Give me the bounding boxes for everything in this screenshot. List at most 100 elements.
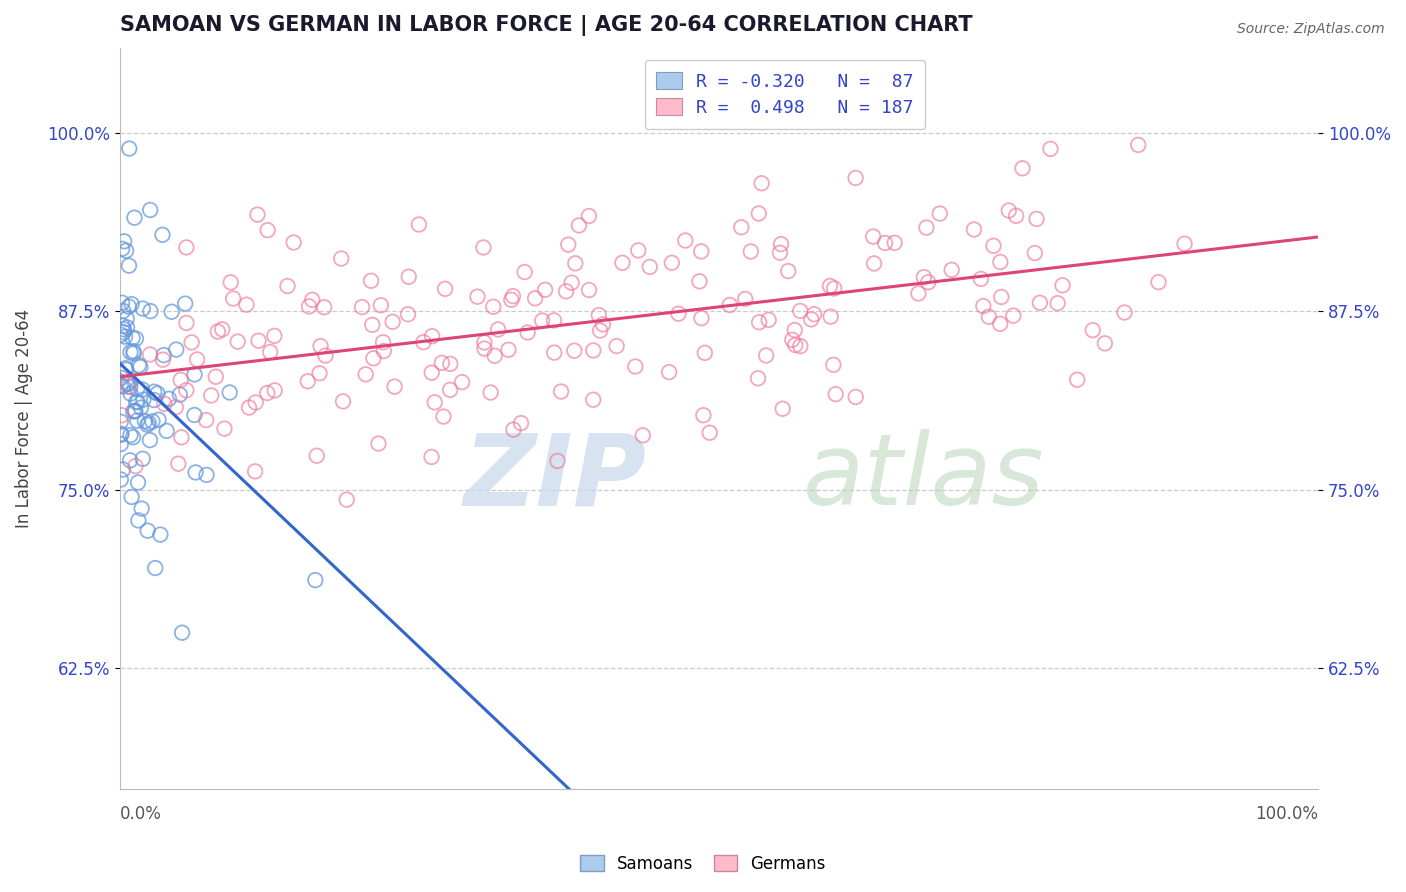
Point: [245, 395, 267, 409]
Point: [226, 334, 249, 349]
Point: [222, 292, 245, 306]
Point: [110, 378, 132, 392]
Point: [125, 395, 148, 409]
Point: [111, 242, 134, 256]
Point: [170, 373, 193, 387]
Point: [434, 282, 457, 296]
Point: [169, 387, 191, 401]
Point: [988, 255, 1011, 269]
Point: [129, 359, 152, 374]
Point: [373, 343, 395, 358]
Point: [114, 361, 136, 376]
Point: [983, 239, 1005, 253]
Point: [783, 323, 806, 337]
Legend: R = -0.320   N =  87, R =  0.498   N = 187: R = -0.320 N = 87, R = 0.498 N = 187: [644, 61, 925, 128]
Point: [690, 311, 713, 326]
Point: [823, 358, 845, 372]
Point: [152, 352, 174, 367]
Point: [1046, 296, 1069, 310]
Point: [138, 416, 160, 430]
Point: [336, 492, 359, 507]
Point: [1002, 309, 1025, 323]
Point: [149, 527, 172, 541]
Point: [510, 416, 533, 430]
Point: [152, 227, 174, 242]
Point: [195, 413, 218, 427]
Point: [472, 240, 495, 254]
Point: [747, 371, 769, 385]
Point: [1024, 246, 1046, 260]
Point: [112, 235, 135, 249]
Point: [259, 345, 281, 359]
Point: [730, 220, 752, 235]
Point: [638, 260, 661, 274]
Point: [141, 414, 163, 428]
Point: [111, 379, 134, 393]
Point: [502, 423, 524, 437]
Point: [121, 297, 143, 311]
Point: [305, 449, 328, 463]
Point: [423, 395, 446, 409]
Point: [124, 459, 146, 474]
Point: [127, 475, 149, 490]
Point: [122, 346, 145, 360]
Point: [699, 425, 721, 440]
Point: [120, 345, 142, 359]
Point: [172, 625, 194, 640]
Point: [543, 313, 565, 327]
Text: SAMOAN VS GERMAN IN LABOR FORCE | AGE 20-64 CORRELATION CHART: SAMOAN VS GERMAN IN LABOR FORCE | AGE 20…: [120, 15, 972, 36]
Point: [412, 335, 434, 350]
Point: [484, 349, 506, 363]
Point: [990, 290, 1012, 304]
Point: [204, 369, 226, 384]
Point: [115, 320, 138, 334]
Text: atlas: atlas: [803, 429, 1045, 526]
Point: [398, 269, 420, 284]
Point: [132, 301, 155, 316]
Point: [115, 376, 138, 391]
Point: [396, 307, 419, 321]
Point: [917, 275, 939, 289]
Point: [907, 286, 929, 301]
Point: [120, 386, 142, 401]
Point: [370, 298, 392, 312]
Point: [125, 332, 148, 346]
Point: [110, 426, 132, 441]
Point: [352, 300, 374, 314]
Point: [165, 400, 187, 414]
Point: [688, 274, 710, 288]
Point: [631, 428, 654, 442]
Point: [624, 359, 647, 374]
Point: [789, 304, 811, 318]
Point: [550, 384, 572, 399]
Point: [820, 310, 842, 324]
Point: [658, 365, 681, 379]
Point: [818, 279, 841, 293]
Point: [180, 335, 202, 350]
Point: [117, 380, 139, 394]
Point: [256, 223, 278, 237]
Point: [115, 244, 138, 258]
Point: [780, 333, 803, 347]
Point: [557, 237, 579, 252]
Point: [160, 305, 183, 319]
Point: [420, 450, 443, 464]
Point: [283, 235, 305, 250]
Point: [136, 524, 159, 538]
Point: [118, 142, 141, 156]
Point: [131, 501, 153, 516]
Point: [276, 279, 298, 293]
Point: [941, 262, 963, 277]
Point: [176, 240, 198, 254]
Point: [127, 395, 149, 409]
Point: [111, 295, 134, 310]
Point: [157, 392, 180, 406]
Point: [139, 433, 162, 447]
Point: [547, 454, 569, 468]
Point: [592, 318, 614, 332]
Point: [127, 382, 149, 396]
Point: [1039, 142, 1062, 156]
Point: [748, 206, 770, 220]
Point: [330, 252, 353, 266]
Point: [132, 451, 155, 466]
